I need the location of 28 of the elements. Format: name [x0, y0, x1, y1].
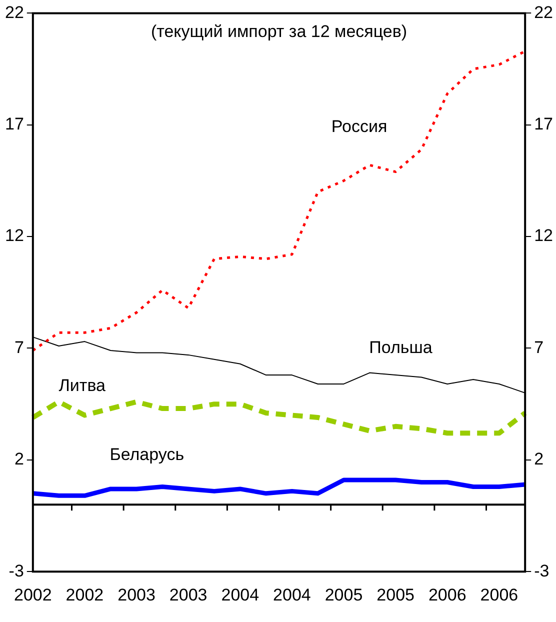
y-tick-label: 12: [4, 226, 24, 246]
x-tick-label: 2002: [14, 585, 52, 604]
x-tick-label: 2006: [480, 585, 518, 604]
text: (текущий импорт за 12 месяцев): [150, 22, 408, 41]
x-tick-label: 2005: [324, 585, 363, 604]
y-tick-label: -3: [8, 561, 24, 580]
y2-tick-label: 12: [534, 226, 554, 246]
series-label: Беларусь: [110, 445, 184, 464]
x-tick-label: 2003: [169, 585, 208, 604]
x-tick-label: 2006: [428, 585, 466, 604]
y2-tick-label: 7: [534, 338, 544, 357]
x-tick-label: 2003: [118, 585, 156, 604]
y-tick-label: 7: [14, 338, 24, 357]
y-tick-label: 17: [4, 114, 24, 134]
series-label: Россия: [331, 116, 388, 136]
series-label: Литва: [58, 376, 106, 395]
x-tick-label: 2005: [376, 585, 414, 604]
series-label: Польша: [369, 338, 433, 357]
y2-tick-label: 17: [534, 114, 554, 134]
y-tick-label: 2: [14, 450, 24, 469]
x-tick-label: 2004: [273, 585, 311, 604]
line-series: [32, 50, 526, 352]
y-tick-label: 22: [4, 2, 24, 22]
x-tick-label: 2002: [66, 585, 104, 604]
y2-tick-label: 2: [534, 450, 544, 469]
y2-tick-label: 22: [534, 2, 554, 22]
x-tick-label: 2004: [221, 585, 260, 604]
y2-tick-label: -3: [534, 561, 550, 580]
